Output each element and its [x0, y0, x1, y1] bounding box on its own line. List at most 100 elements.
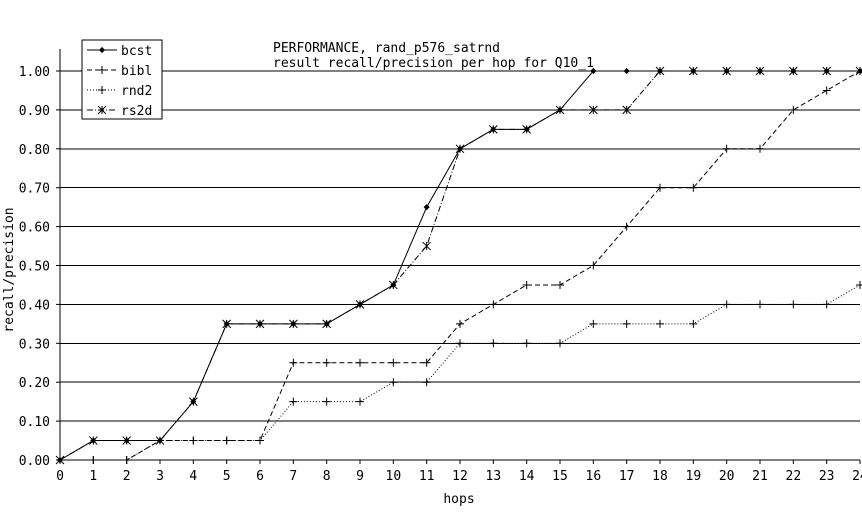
series-point — [589, 319, 598, 328]
marker-shape — [289, 397, 298, 406]
series-point — [623, 67, 630, 75]
x-tick-label: 17 — [619, 469, 635, 484]
series-point — [456, 319, 464, 328]
x-tick-label: 14 — [519, 469, 535, 484]
y-tick-label: 0.40 — [19, 298, 50, 313]
y-tick-label: 0.60 — [19, 221, 50, 236]
marker-shape — [822, 66, 832, 76]
x-tick-label: 15 — [552, 469, 568, 484]
series-point — [322, 319, 332, 329]
series-point — [356, 358, 364, 367]
series-point — [722, 66, 732, 76]
x-tick-label: 9 — [356, 469, 364, 484]
series-point — [97, 105, 107, 115]
series-point — [222, 319, 232, 329]
marker-shape — [122, 436, 132, 445]
marker-shape — [155, 436, 165, 445]
marker-shape — [422, 241, 432, 251]
legend: bcst bibl rnd2 rs2d — [81, 39, 163, 120]
marker-shape — [89, 456, 98, 464]
x-tick-label: 23 — [819, 469, 835, 484]
tick-labels: 0.00 0.10 0.20 0.30 0.40 0.50 0.60 0.70 0.80 0.90… — [19, 65, 862, 484]
marker-shape — [789, 300, 798, 309]
series-point — [122, 456, 131, 464]
series-point — [98, 66, 106, 74]
marker-shape — [423, 204, 430, 211]
series-point — [322, 397, 331, 406]
series-point — [822, 86, 831, 95]
series-rs2d — [55, 66, 862, 465]
marker-shape — [656, 183, 664, 192]
marker-shape — [98, 86, 106, 94]
y-tick-label: 0.10 — [19, 415, 50, 430]
marker-shape — [788, 66, 798, 76]
marker-shape — [98, 66, 106, 74]
y-tick-label: 0.30 — [19, 337, 50, 352]
x-tick-label: 12 — [452, 469, 468, 484]
series-point — [289, 358, 298, 367]
marker-shape — [455, 144, 465, 154]
series-point — [489, 339, 498, 348]
series-point — [756, 300, 764, 309]
marker-shape — [755, 66, 765, 76]
marker-shape — [98, 46, 106, 54]
y-tick-label: 0.80 — [19, 143, 50, 158]
legend-label: rs2d — [121, 104, 152, 119]
marker-shape — [688, 66, 698, 76]
legend-box — [81, 39, 163, 120]
marker-shape — [622, 319, 631, 328]
marker-shape — [656, 319, 664, 328]
marker-shape — [256, 436, 264, 445]
marker-shape — [689, 183, 698, 192]
marker-shape — [322, 358, 331, 367]
x-tick-label: 1 — [89, 469, 97, 484]
series-point — [522, 280, 531, 289]
marker-shape — [88, 436, 98, 445]
series-point — [98, 86, 106, 94]
series-point — [722, 300, 731, 309]
chart-title: PERFORMANCE, rand_p576_satrnd — [273, 41, 500, 56]
series-point — [622, 105, 632, 115]
x-tick-label: 4 — [189, 469, 197, 484]
marker-shape — [456, 339, 464, 348]
marker-shape — [822, 300, 831, 309]
legend-entry-bcst: bcst — [87, 44, 152, 59]
series-point — [422, 358, 431, 367]
marker-shape — [589, 261, 598, 270]
marker-shape — [489, 339, 498, 348]
marker-shape — [222, 436, 231, 445]
y-tick-label: 0.50 — [19, 260, 50, 275]
marker-shape — [356, 397, 364, 406]
marker-shape — [522, 339, 531, 348]
series-point — [522, 339, 531, 348]
series-point — [555, 105, 565, 115]
x-tick-label: 3 — [156, 469, 164, 484]
series-point — [689, 319, 698, 328]
legend-entry-bibl: bibl — [87, 64, 152, 79]
axes — [56, 49, 861, 464]
x-tick-label: 20 — [719, 469, 735, 484]
series-point — [222, 436, 231, 445]
series-point — [356, 397, 364, 406]
marker-shape — [789, 105, 798, 114]
marker-shape — [822, 86, 831, 95]
series-point — [55, 455, 65, 465]
series-point — [455, 144, 465, 154]
series-point — [656, 183, 664, 192]
marker-shape — [389, 358, 398, 367]
marker-shape — [355, 300, 365, 309]
marker-shape — [556, 339, 564, 348]
series-lines — [55, 66, 862, 465]
series-point — [423, 204, 430, 211]
marker-shape — [188, 397, 198, 407]
y-axis-label: recall/precision — [2, 207, 17, 332]
x-tick-label: 19 — [686, 469, 702, 484]
series-point — [590, 67, 597, 75]
marker-shape — [589, 319, 598, 328]
marker-shape — [590, 67, 597, 75]
marker-shape — [522, 124, 532, 134]
series-point — [355, 300, 365, 309]
marker-shape — [255, 319, 265, 329]
series-point — [756, 144, 764, 153]
